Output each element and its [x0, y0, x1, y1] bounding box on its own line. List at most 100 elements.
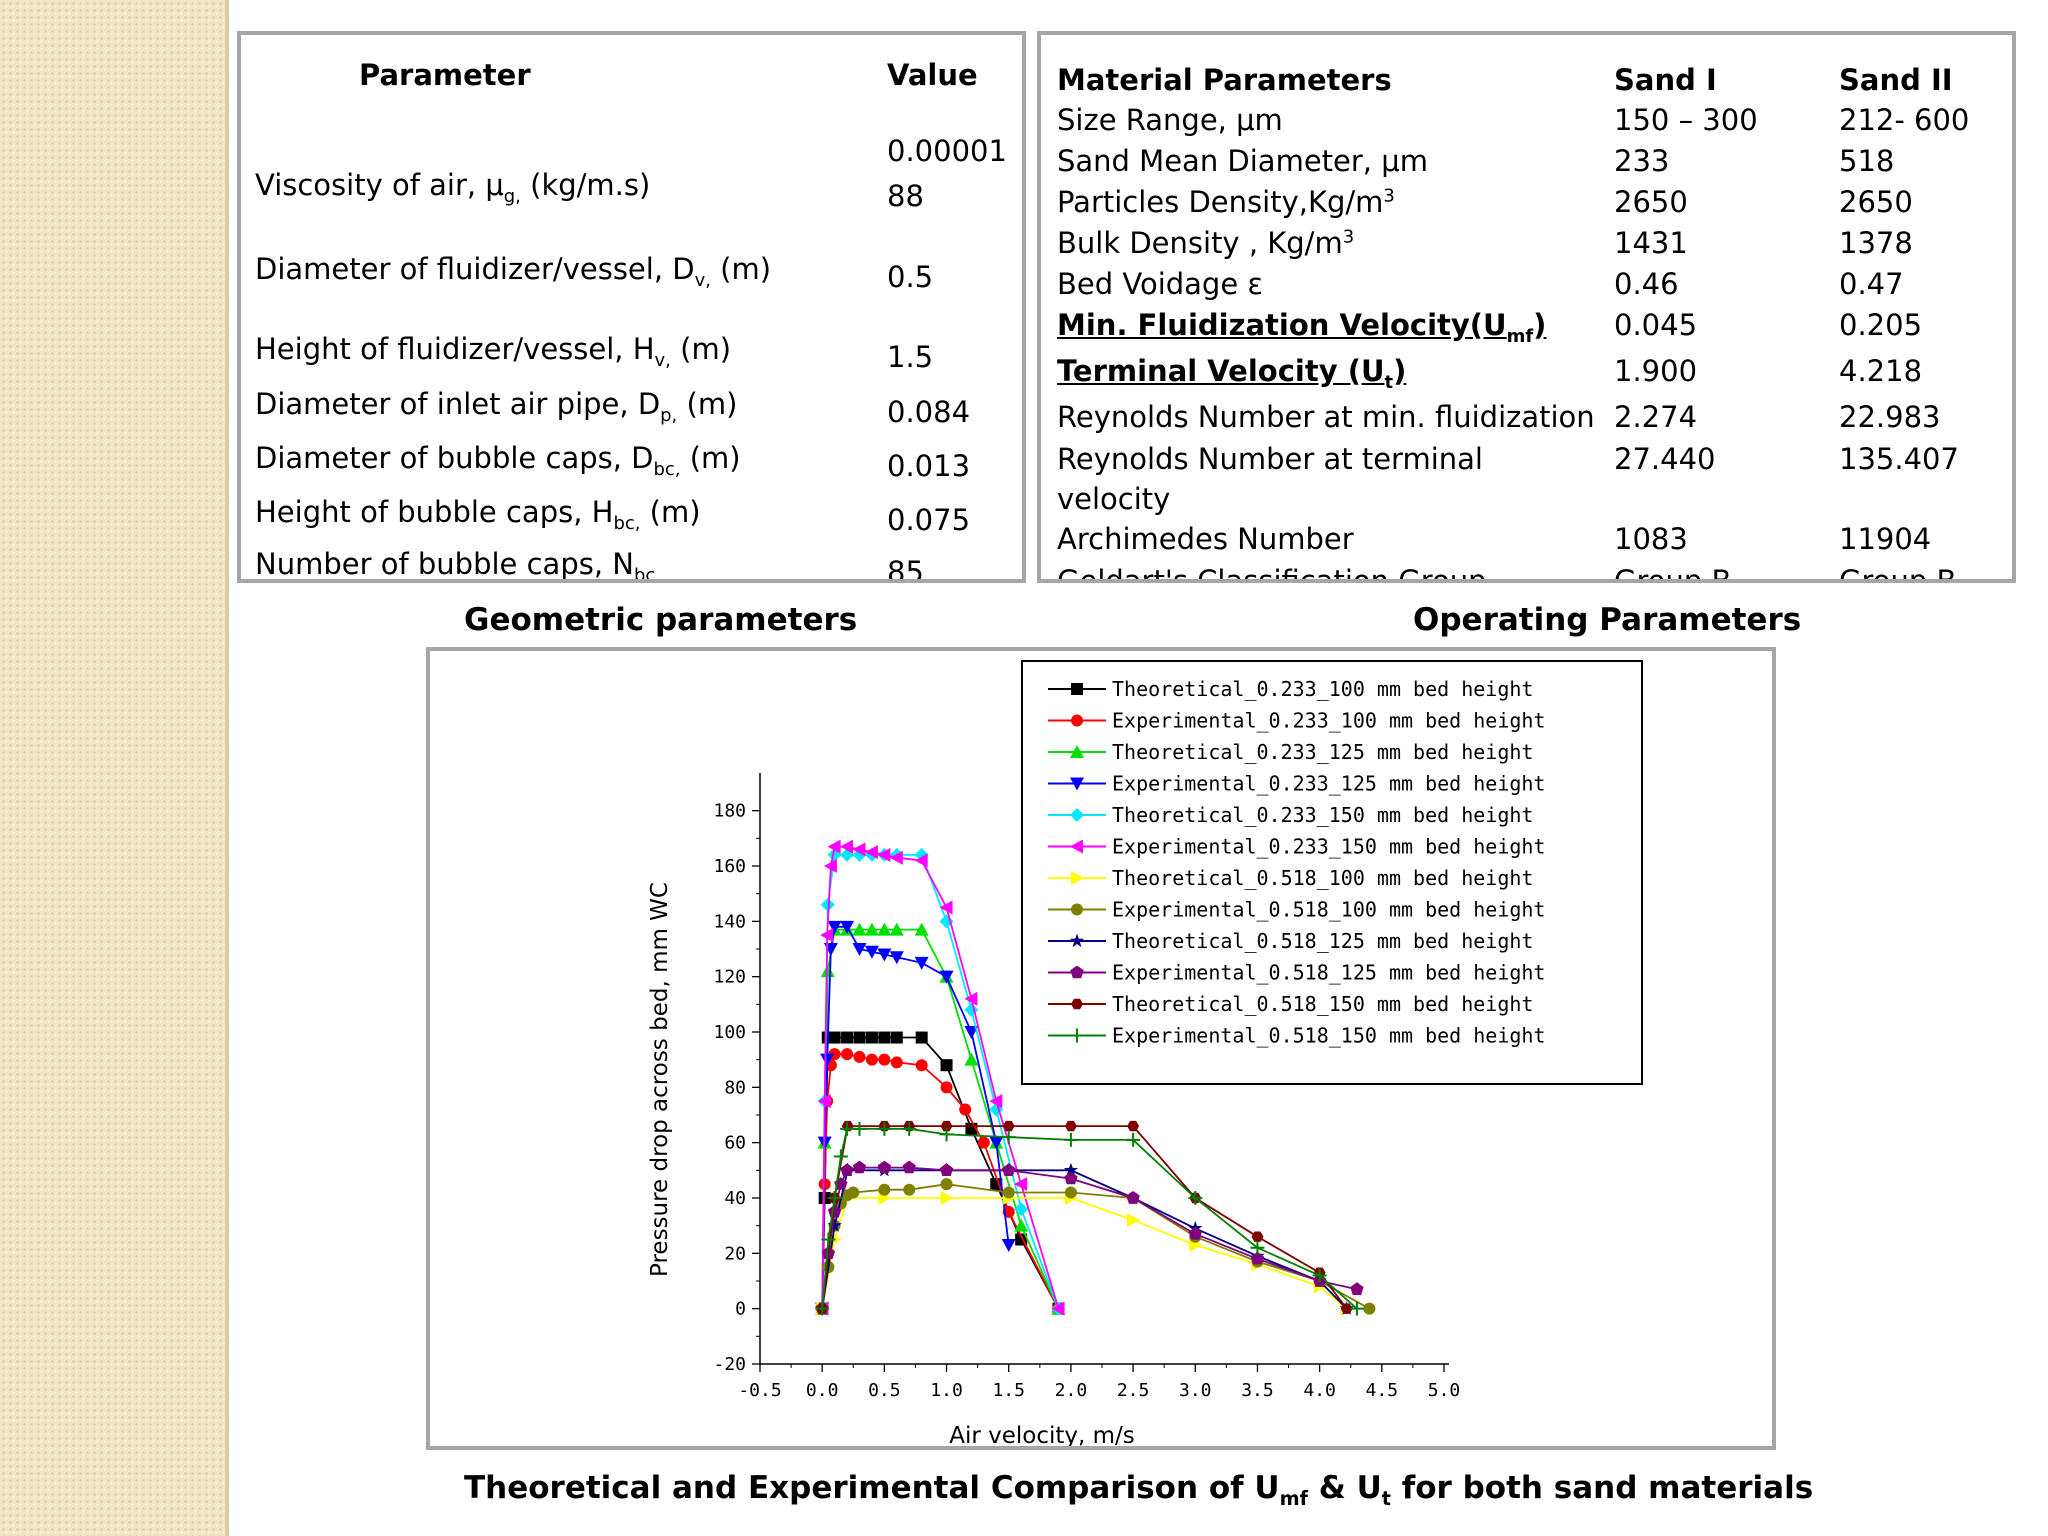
- data-point: [821, 1232, 836, 1247]
- data-point: [1126, 1191, 1140, 1204]
- legend-marker: [1070, 745, 1084, 758]
- y-tick-label: 160: [713, 856, 746, 877]
- data-point: [902, 1121, 917, 1136]
- legend-label: Theoretical_0.233_125 mm bed height: [1112, 740, 1533, 764]
- mat-row-sand1: 1.900: [1614, 354, 1698, 388]
- mat-row-name: Archimedes Number: [1057, 525, 1354, 554]
- series-line: [821, 1127, 1358, 1310]
- data-point: [865, 1053, 878, 1066]
- data-point: [939, 1127, 954, 1142]
- geom-row-label: Diameter of fluidizer/vessel, D: [255, 252, 695, 286]
- series-line: [821, 1125, 1348, 1310]
- data-point: [827, 1218, 842, 1232]
- legend-marker: [1070, 1028, 1084, 1043]
- legend-marker: [1070, 777, 1084, 791]
- data-point: [823, 859, 837, 873]
- mat-row-name: Bulk Density , Kg/m3: [1057, 228, 1354, 258]
- geom-header-parameter: Parameter: [359, 58, 531, 92]
- legend-label: Theoretical_0.233_100 mm bed height: [1112, 677, 1533, 701]
- y-tick-label: 120: [713, 967, 746, 988]
- y-tick-label: -20: [713, 1354, 746, 1375]
- data-point: [827, 1191, 842, 1205]
- data-point: [823, 943, 838, 956]
- figure-caption-pre: Theoretical and Experimental Comparison …: [464, 1470, 1280, 1506]
- mat-row-label: Bed Voidage ε: [1057, 267, 1264, 301]
- geom-row-value: 1.5: [887, 340, 934, 374]
- geom-row-value: 0.075: [887, 503, 971, 537]
- mat-row-subscript: t: [1384, 371, 1394, 393]
- geom-row-unit: (m): [680, 441, 741, 475]
- data-point: [964, 1002, 979, 1017]
- geom-row-name: Diameter of inlet air pipe, Dp, (m): [255, 390, 737, 425]
- legend-label: Experimental_0.518_100 mm bed height: [1112, 898, 1545, 922]
- geom-row-label: Viscosity of air, μ: [255, 168, 504, 202]
- data-point: [889, 951, 904, 965]
- mat-row-label: Reynolds Number at terminal: [1057, 442, 1483, 476]
- data-point: [940, 1120, 953, 1132]
- figure-caption-post: for both sand materials: [1390, 1470, 1814, 1506]
- mat-row-sand1: 0.045: [1614, 308, 1698, 342]
- data-point: [840, 839, 854, 854]
- legend-marker: [1069, 933, 1085, 948]
- geom-row-subscript: g,: [503, 185, 521, 207]
- y-axis-label: Pressure drop across bed, mm WC: [647, 882, 673, 1277]
- y-tick-label: 20: [724, 1243, 746, 1264]
- data-point: [852, 922, 867, 936]
- geom-row-subscript: v,: [694, 269, 711, 291]
- mat-row-sand1: 27.440: [1614, 442, 1716, 476]
- data-point: [864, 922, 879, 936]
- legend-label: Experimental_0.233_100 mm bed height: [1112, 709, 1545, 733]
- y-tick-label: 60: [724, 1133, 746, 1154]
- x-tick-label: 1.0: [930, 1380, 963, 1401]
- data-point: [840, 1121, 855, 1136]
- geom-row-label: Diameter of bubble caps, D: [255, 441, 654, 475]
- data-point: [1340, 1303, 1353, 1314]
- geom-row-value: 85: [887, 555, 924, 583]
- data-point: [841, 1048, 854, 1061]
- data-point: [1064, 1120, 1077, 1132]
- mat-row-name: Reynolds Number at min. fluidization: [1057, 403, 1595, 432]
- data-point: [1002, 1186, 1015, 1199]
- data-point: [915, 1031, 928, 1044]
- legend-item: Theoretical_0.233_100 mm bed height: [1048, 677, 1533, 701]
- data-point: [940, 1059, 953, 1072]
- x-tick-label: 2.5: [1117, 1380, 1150, 1401]
- series-line: [821, 1169, 1348, 1310]
- data-point: [964, 1026, 979, 1039]
- data-point: [1063, 1132, 1078, 1147]
- chart-frame: -0.5 0.0 0.5 1.0 1.5 2.0 2.5 3.0 3.5 4.0 4.5 5.0 -20…: [426, 647, 1776, 1450]
- mat-row-label: Particles Density,Kg/m: [1057, 185, 1384, 219]
- data-point: [1126, 1132, 1141, 1147]
- legend-item: Experimental_0.518_125 mm bed height: [1048, 961, 1545, 985]
- data-point: [1063, 1162, 1078, 1177]
- data-point: [864, 845, 878, 860]
- mat-row-label: Terminal Velocity (U: [1057, 354, 1385, 388]
- data-point: [877, 1121, 892, 1136]
- legend-marker: [1070, 839, 1083, 854]
- legend-label: Theoretical_0.518_150 mm bed height: [1112, 992, 1533, 1016]
- data-point: [877, 922, 892, 936]
- data-point: [902, 1160, 916, 1174]
- data-point: [964, 991, 978, 1006]
- data-point: [890, 1031, 903, 1044]
- x-tick-label: 5.0: [1428, 1380, 1461, 1401]
- data-point: [852, 842, 866, 857]
- data-point: [878, 1053, 891, 1066]
- legend-label: Theoretical_0.518_100 mm bed height: [1112, 866, 1533, 890]
- side-divider: [225, 0, 229, 1536]
- geom-row-subscript: bc,: [653, 458, 681, 480]
- data-point: [903, 1183, 916, 1196]
- geom-row-value: 0.013: [887, 449, 971, 483]
- geom-row-name: Diameter of bubble caps, Dbc, (m): [255, 441, 741, 479]
- legend-marker: [1070, 965, 1084, 979]
- series-line: [821, 1183, 1370, 1310]
- data-point: [847, 1186, 860, 1199]
- geom-row-name: Number of bubble caps, Nbc: [255, 550, 655, 580]
- x-tick-label: 2.0: [1055, 1380, 1088, 1401]
- data-point: [820, 964, 835, 978]
- data-point: [915, 1059, 928, 1072]
- legend-item: Theoretical_0.233_150 mm bed height: [1048, 803, 1533, 827]
- data-point: [964, 1052, 979, 1066]
- mat-row-sand2: 212- 600: [1839, 103, 1970, 137]
- data-point: [1051, 1301, 1065, 1316]
